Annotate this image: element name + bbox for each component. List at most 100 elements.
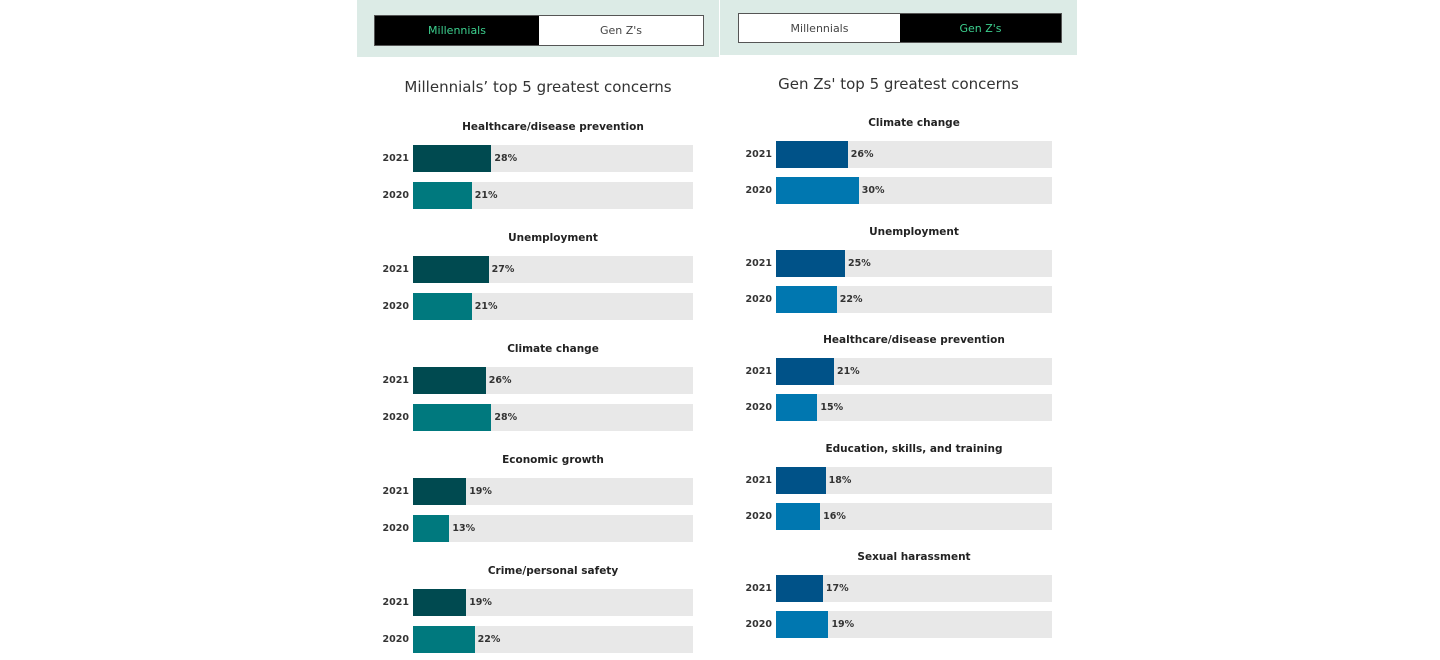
value-label: 26%	[488, 375, 512, 386]
year-label: 2020	[382, 190, 409, 201]
bar-2021	[776, 141, 848, 168]
bar-track: 19%	[413, 589, 693, 616]
year-label: 2021	[382, 264, 409, 275]
chart-panel-genz: Millennials Gen Z's Gen Zs' top 5 greatest…	[720, 0, 1077, 660]
year-label: 2020	[382, 634, 409, 645]
year-label: 2021	[745, 149, 772, 160]
value-label: 19%	[469, 597, 492, 608]
group-toggle[interactable]: Millennials Gen Z's	[374, 15, 704, 46]
value-label: 21%	[474, 190, 498, 201]
value-label: 13%	[452, 523, 476, 534]
category-label: Climate change	[868, 117, 960, 129]
value-label: 30%	[861, 185, 885, 196]
bar-2020	[413, 293, 472, 320]
bar-track: 21%	[413, 182, 693, 209]
value-label: 16%	[823, 510, 846, 522]
year-label: 2020	[382, 301, 409, 312]
bar-2021	[776, 466, 826, 494]
year-label: 2021	[745, 257, 772, 269]
bar-2021	[413, 367, 486, 394]
category-label: Crime/personal safety	[487, 565, 619, 577]
value-label: 19%	[469, 486, 492, 497]
bar-2020	[413, 515, 450, 542]
chart-title: Gen Zs' top 5 greatest concerns	[778, 75, 1019, 93]
year-label: 2020	[745, 185, 772, 196]
year-label: 2021	[745, 583, 772, 594]
bar-track: 21%	[413, 293, 693, 320]
year-label: 2021	[745, 366, 772, 377]
toggle-option-millennials[interactable]: Millennials	[375, 16, 539, 45]
bar-2021	[413, 145, 492, 172]
value-label: 19%	[831, 619, 855, 630]
toggle-option-genz[interactable]: Gen Z's	[900, 14, 1061, 42]
category-label: Education, skills, and training	[825, 442, 1003, 455]
category-label: Healthcare/disease prevention	[823, 334, 1005, 346]
bar-track: 15%	[776, 394, 1052, 421]
value-label: 26%	[850, 149, 874, 160]
bar-track: 16%	[776, 502, 1052, 530]
bar-track: 22%	[413, 626, 693, 653]
year-label: 2021	[382, 486, 409, 497]
bar-track: 26%	[413, 367, 693, 394]
bar-2021	[776, 358, 834, 385]
bar-track: 27%	[413, 256, 693, 283]
bar-track: 18%	[776, 466, 1052, 494]
chart-title: Millennials’ top 5 greatest concerns	[404, 78, 672, 96]
bar-track: 19%	[413, 478, 693, 505]
category-label: Sexual harassment	[857, 551, 971, 563]
year-label: 2020	[745, 402, 772, 413]
bar-2020	[776, 502, 821, 530]
bar-track: 22%	[776, 285, 1052, 313]
year-label: 2020	[745, 293, 772, 305]
category-label: Unemployment	[869, 225, 959, 238]
bar-track: 25%	[776, 249, 1052, 277]
year-label: 2021	[382, 153, 409, 164]
bar-2021	[776, 249, 845, 277]
value-label: 22%	[477, 634, 501, 645]
category-label: Healthcare/disease prevention	[462, 121, 644, 133]
value-label: 25%	[848, 257, 871, 269]
toggle-option-millennials[interactable]: Millennials	[739, 14, 900, 42]
toggle-option-genz[interactable]: Gen Z's	[539, 16, 703, 45]
value-label: 27%	[491, 264, 515, 275]
bar-2020	[413, 626, 475, 653]
bar-2021	[413, 478, 467, 505]
bar-2020	[776, 611, 829, 638]
bar-track: 28%	[413, 145, 693, 172]
bar-2020	[413, 404, 492, 431]
value-label: 28%	[494, 412, 518, 423]
bar-2021	[776, 575, 823, 602]
year-label: 2020	[745, 510, 772, 522]
bar-2020	[776, 394, 818, 421]
bar-2020	[413, 182, 472, 209]
category-label: Climate change	[507, 343, 599, 355]
bar-track: 28%	[413, 404, 693, 431]
bar-track: 13%	[413, 515, 693, 542]
bar-track: 19%	[776, 611, 1052, 638]
bar-2020	[776, 285, 837, 313]
year-label: 2021	[745, 474, 772, 486]
year-label: 2020	[745, 619, 772, 630]
chart-panel-millennials: Millennials Gen Z's Millennials’ top 5 gre…	[357, 0, 719, 660]
category-label: Unemployment	[508, 232, 598, 244]
value-label: 18%	[828, 474, 852, 486]
bar-2021	[413, 589, 467, 616]
bar-2020	[776, 177, 859, 204]
year-label: 2020	[382, 412, 409, 423]
value-label: 15%	[820, 402, 844, 413]
value-label: 21%	[474, 301, 498, 312]
bar-2021	[413, 256, 489, 283]
value-label: 17%	[825, 583, 849, 594]
bar-track: 26%	[776, 141, 1052, 168]
year-label: 2021	[382, 375, 409, 386]
bar-track: 17%	[776, 575, 1052, 602]
year-label: 2021	[382, 597, 409, 608]
category-label: Economic growth	[502, 454, 604, 466]
bar-track: 30%	[776, 177, 1052, 204]
value-label: 28%	[494, 153, 518, 164]
bar-track: 21%	[776, 358, 1052, 385]
value-label: 21%	[836, 366, 860, 377]
year-label: 2020	[382, 523, 409, 534]
value-label: 22%	[839, 293, 863, 305]
group-toggle[interactable]: Millennials Gen Z's	[738, 13, 1062, 43]
